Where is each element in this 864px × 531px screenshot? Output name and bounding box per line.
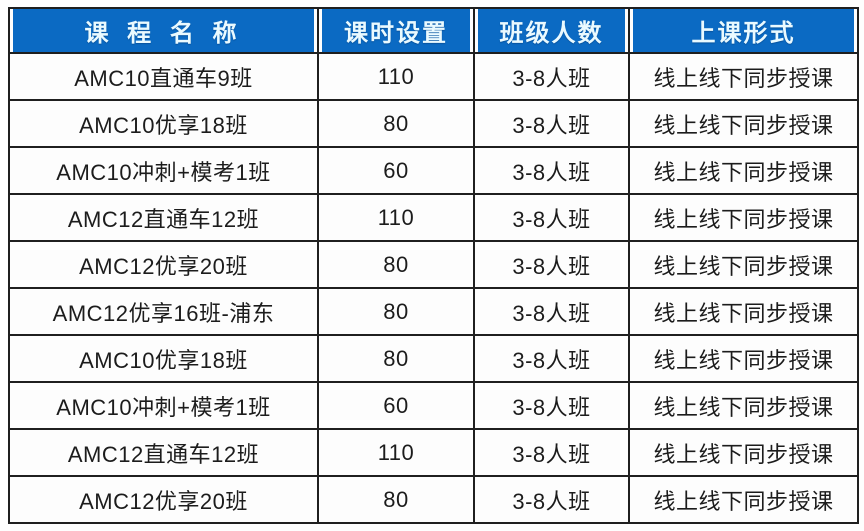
table-row: AMC10优享18班 80 3-8人班 线上线下同步授课 [8,334,859,383]
cell-hours: 80 [317,240,475,289]
cell-course: AMC10冲刺+模考1班 [8,146,319,195]
cell-format: 线上线下同步授课 [628,287,859,336]
cell-format: 线上线下同步授课 [628,99,859,148]
cell-size: 3-8人班 [473,52,630,101]
cell-hours: 80 [317,99,475,148]
column-header-course-name: 课 程 名 称 [8,7,319,54]
cell-size: 3-8人班 [473,99,630,148]
cell-course: AMC12优享20班 [8,240,319,289]
table-row: AMC10优享18班 80 3-8人班 线上线下同步授课 [8,99,859,148]
header-row: 课 程 名 称 课时设置 班级人数 上课形式 [8,7,859,54]
cell-hours: 110 [317,193,475,242]
cell-course: AMC10优享18班 [8,334,319,383]
table-row: AMC10冲刺+模考1班 60 3-8人班 线上线下同步授课 [8,146,859,195]
cell-format: 线上线下同步授课 [628,381,859,430]
cell-size: 3-8人班 [473,475,630,524]
table-row: AMC10冲刺+模考1班 60 3-8人班 线上线下同步授课 [8,381,859,430]
table-row: AMC12优享16班-浦东 80 3-8人班 线上线下同步授课 [8,287,859,336]
cell-hours: 60 [317,146,475,195]
cell-format: 线上线下同步授课 [628,334,859,383]
cell-hours: 80 [317,287,475,336]
cell-hours: 60 [317,381,475,430]
cell-course: AMC10优享18班 [8,99,319,148]
cell-size: 3-8人班 [473,428,630,477]
cell-size: 3-8人班 [473,193,630,242]
cell-size: 3-8人班 [473,146,630,195]
cell-course: AMC12优享16班-浦东 [8,287,319,336]
cell-course: AMC10冲刺+模考1班 [8,381,319,430]
cell-course: AMC12直通车12班 [8,193,319,242]
table-row: AMC12直通车12班 110 3-8人班 线上线下同步授课 [8,193,859,242]
cell-format: 线上线下同步授课 [628,52,859,101]
cell-size: 3-8人班 [473,334,630,383]
cell-format: 线上线下同步授课 [628,240,859,289]
cell-format: 线上线下同步授课 [628,193,859,242]
table-body: AMC10直通车9班 110 3-8人班 线上线下同步授课 AMC10优享18班 80 3-… [8,52,859,524]
cell-format: 线上线下同步授课 [628,475,859,524]
cell-hours: 80 [317,334,475,383]
cell-hours: 110 [317,428,475,477]
column-header-class-size: 班级人数 [473,7,630,54]
column-header-class-hours: 课时设置 [317,7,475,54]
table-row: AMC12直通车12班 110 3-8人班 线上线下同步授课 [8,428,859,477]
cell-size: 3-8人班 [473,287,630,336]
table-row: AMC10直通车9班 110 3-8人班 线上线下同步授课 [8,52,859,101]
cell-course: AMC12优享20班 [8,475,319,524]
column-header-class-format: 上课形式 [628,7,859,54]
course-schedule-table: 课 程 名 称 课时设置 班级人数 上课形式 AMC10直通车9班 110 3-8人… [8,7,859,524]
cell-course: AMC12直通车12班 [8,428,319,477]
table-row: AMC12优享20班 80 3-8人班 线上线下同步授课 [8,240,859,289]
cell-format: 线上线下同步授课 [628,428,859,477]
cell-hours: 110 [317,52,475,101]
cell-course: AMC10直通车9班 [8,52,319,101]
cell-format: 线上线下同步授课 [628,146,859,195]
table-row: AMC12优享20班 80 3-8人班 线上线下同步授课 [8,475,859,524]
cell-size: 3-8人班 [473,381,630,430]
cell-size: 3-8人班 [473,240,630,289]
cell-hours: 80 [317,475,475,524]
